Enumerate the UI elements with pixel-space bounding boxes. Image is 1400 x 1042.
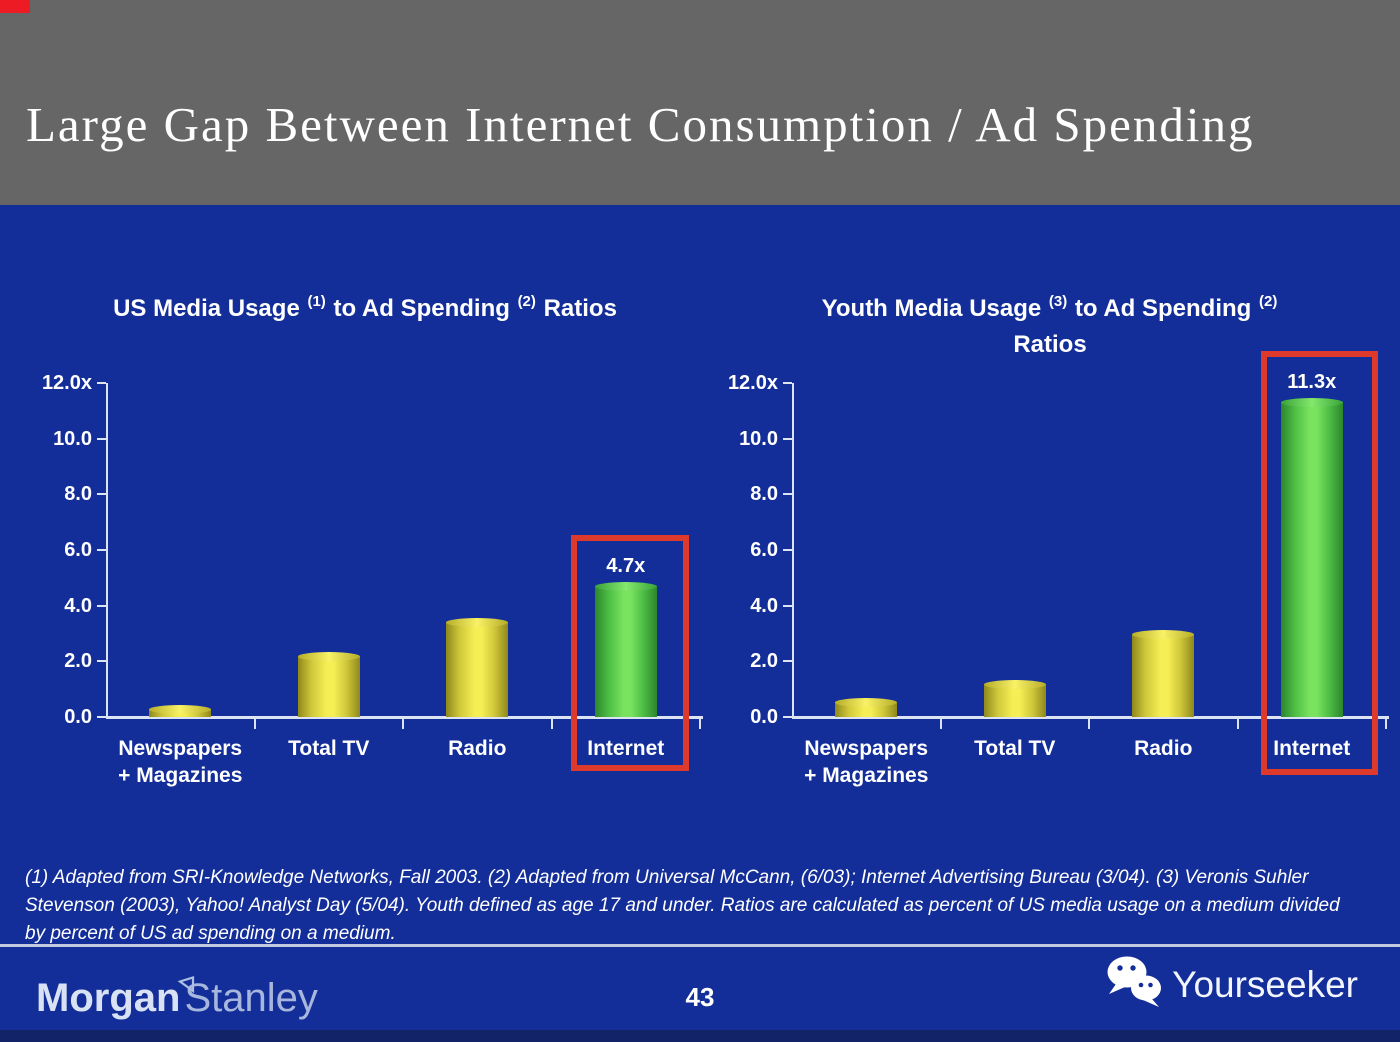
logo-morgan-text: Morgan <box>36 976 181 1020</box>
y-tick-label: 6.0 <box>750 539 778 561</box>
category-label: Total TV <box>974 737 1056 760</box>
y-tick <box>97 437 106 440</box>
y-tick-label: 2.0 <box>750 650 778 673</box>
bottom-strip <box>0 1030 1400 1042</box>
page-number: 43 <box>685 982 715 1012</box>
y-tick <box>97 604 106 607</box>
x-tick <box>253 719 256 729</box>
y-tick-label: 4.0 <box>750 594 778 617</box>
chart-title-youth: Youth Media Usage (3) to Ad Spending (2)… <box>765 292 1335 361</box>
bar-total-tv <box>983 679 1046 717</box>
watermark: Yourseeker <box>1105 955 1358 1014</box>
bar-internet <box>1280 398 1343 717</box>
category-label: Radio <box>448 737 507 760</box>
x-tick <box>1088 719 1090 729</box>
watermark-label: Yourseeker <box>1172 963 1358 1005</box>
y-tick <box>783 549 792 551</box>
bar-radio <box>1132 629 1195 717</box>
footnote-ref-2b: (2) <box>1259 293 1278 310</box>
morgan-stanley-flag-icon <box>177 960 197 1004</box>
y-tick <box>783 493 792 496</box>
bar-value-label: 4.7x <box>606 555 646 578</box>
y-tick <box>783 716 792 718</box>
bar-newspapers <box>835 697 898 717</box>
x-tick <box>939 719 942 729</box>
chart-title-youth-line1: Youth Media Usage (3) to Ad Spending (2) <box>821 293 1278 322</box>
footnote-ref-3: (3) <box>1048 293 1068 310</box>
category-label: Newspapers <box>804 737 929 760</box>
bar-value-label: 11.3x <box>1287 371 1337 394</box>
y-axis <box>106 383 108 717</box>
y-tick-label: 8.0 <box>750 483 778 506</box>
y-tick-label: 12.0x <box>727 372 778 394</box>
footnote-ref-2: (2) <box>517 293 536 310</box>
y-axis <box>792 383 794 717</box>
y-tick <box>97 493 106 496</box>
category-label: Internet <box>1273 737 1351 760</box>
footnote-ref-1: (1) <box>307 293 326 310</box>
y-tick-label: 0.0 <box>750 706 778 728</box>
footer-divider <box>0 944 1400 947</box>
highlight-box <box>571 535 689 771</box>
x-tick <box>550 719 553 729</box>
category-label: + Magazines <box>118 764 243 787</box>
morgan-stanley-logo: Morgan Stanley <box>36 976 318 1020</box>
bar-radio <box>446 618 509 717</box>
highlight-box <box>1261 351 1378 775</box>
y-tick <box>783 604 792 607</box>
y-tick <box>783 382 792 384</box>
y-tick-label: 10.0 <box>739 427 778 450</box>
chart-title-us: US Media Usage (1) to Ad Spending (2) Ra… <box>113 293 617 322</box>
category-label: Internet <box>587 737 665 760</box>
y-tick <box>97 660 106 663</box>
category-label: Total TV <box>288 737 370 760</box>
wechat-icon <box>1105 955 1163 1014</box>
bar-internet <box>594 582 657 717</box>
y-tick <box>97 382 106 384</box>
category-label: + Magazines <box>804 764 929 787</box>
bar-total-tv <box>297 651 360 717</box>
y-tick-label: 0.0 <box>64 706 92 728</box>
slide-title: Large Gap Between Internet Consumption /… <box>26 97 1255 152</box>
x-tick <box>1236 719 1239 729</box>
x-axis <box>106 716 703 719</box>
y-tick <box>783 437 792 440</box>
bar-newspapers <box>149 704 212 717</box>
footnote-text: (1) Adapted from SRI-Knowledge Networks,… <box>25 867 1340 944</box>
category-label: Newspapers <box>118 737 243 760</box>
y-tick <box>97 549 106 551</box>
y-tick-label: 4.0 <box>64 594 92 617</box>
header-band: Large Gap Between Internet Consumption /… <box>0 0 1400 205</box>
y-tick-label: 6.0 <box>64 539 92 561</box>
x-tick <box>699 719 701 729</box>
logo-stanley-text: Stanley <box>184 976 318 1020</box>
y-tick-label: 2.0 <box>64 650 92 673</box>
x-tick <box>402 719 404 729</box>
y-tick <box>783 660 792 663</box>
chart-title-youth-line2: Ratios <box>1013 331 1087 358</box>
red-corner-marker <box>0 0 30 13</box>
y-tick-label: 8.0 <box>64 483 92 506</box>
y-tick-label: 10.0 <box>53 427 92 450</box>
chart-title-us-text: US Media Usage <box>113 295 307 322</box>
category-label: Radio <box>1134 737 1193 760</box>
y-tick <box>97 716 106 718</box>
x-tick <box>1385 719 1387 729</box>
x-axis <box>792 716 1389 719</box>
y-tick-label: 12.0x <box>41 372 92 394</box>
